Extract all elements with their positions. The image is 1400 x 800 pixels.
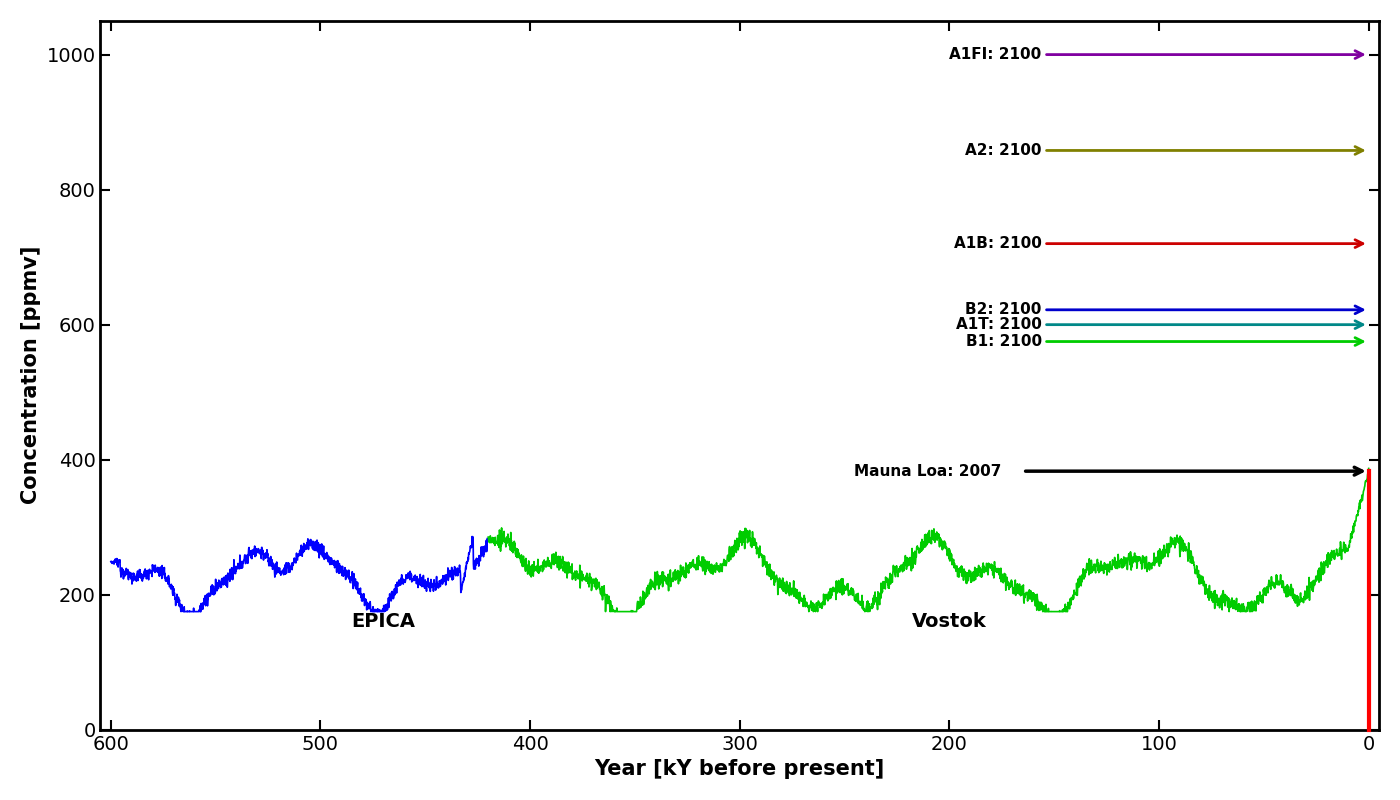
Text: B1: 2100: B1: 2100: [966, 334, 1042, 349]
Text: A2: 2100: A2: 2100: [965, 143, 1042, 158]
Text: A1B: 2100: A1B: 2100: [953, 236, 1042, 251]
Text: Mauna Loa: 2007: Mauna Loa: 2007: [854, 464, 1002, 478]
X-axis label: Year [kY before present]: Year [kY before present]: [595, 759, 885, 779]
Text: EPICA: EPICA: [351, 612, 416, 631]
Text: B2: 2100: B2: 2100: [965, 302, 1042, 318]
Text: Vostok: Vostok: [911, 612, 987, 631]
Y-axis label: Concentration [ppmv]: Concentration [ppmv]: [21, 246, 41, 505]
Text: A1FI: 2100: A1FI: 2100: [949, 47, 1042, 62]
Text: A1T: 2100: A1T: 2100: [956, 317, 1042, 332]
